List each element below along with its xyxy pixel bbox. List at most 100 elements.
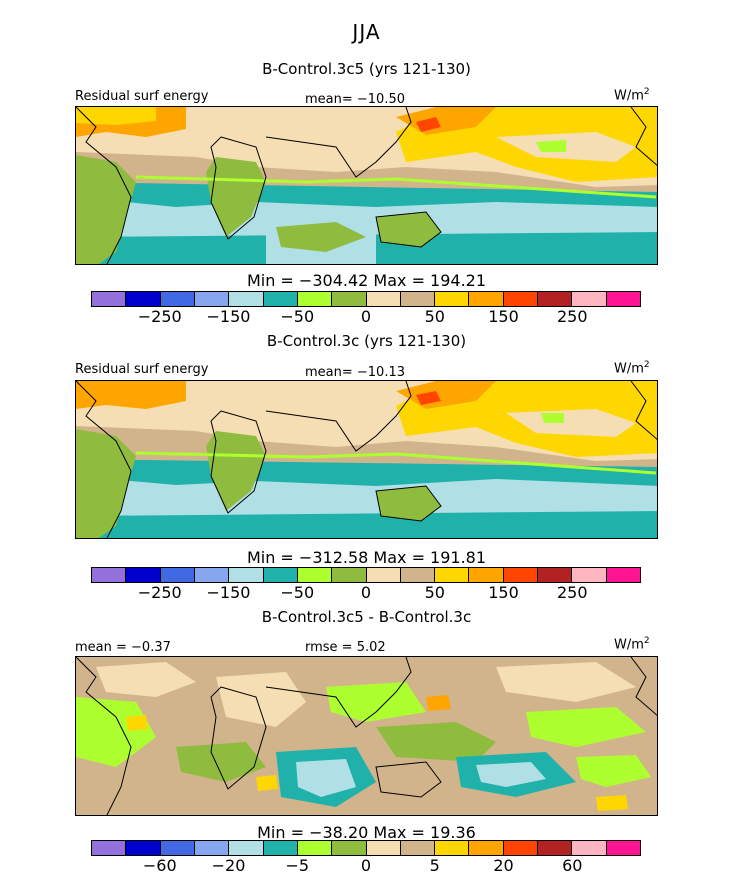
map-region — [176, 742, 266, 782]
map-region — [206, 431, 266, 511]
map-region — [326, 682, 426, 722]
panel-2-units: W/m2 — [614, 360, 650, 377]
coastline — [630, 657, 657, 716]
colorbar-box — [435, 292, 470, 306]
colorbar-tick-label: 0 — [360, 583, 372, 602]
colorbar-box — [92, 841, 127, 855]
panel-1-variable-label: Residual surf energy — [75, 89, 209, 104]
coastline — [375, 211, 442, 248]
colorbar-box — [92, 292, 127, 306]
colorbar-box — [435, 841, 470, 855]
colorbar-box — [606, 568, 640, 582]
colorbar-box — [297, 292, 333, 306]
colorbar-box — [538, 568, 573, 582]
panel-1-map-svg — [76, 107, 657, 264]
colorbar-tick-label: 60 — [562, 856, 583, 875]
map-region — [126, 715, 148, 731]
colorbar-box — [366, 841, 401, 855]
colorbar-tick-label: 50 — [424, 583, 445, 602]
colorbar-box — [297, 568, 333, 582]
colorbar-box — [92, 568, 127, 582]
colorbar-tick-label: −250 — [137, 307, 182, 326]
colorbar-tick-label: 150 — [488, 307, 519, 326]
map-region — [426, 695, 451, 711]
panel-1-colorbar — [91, 291, 641, 307]
map-region — [506, 409, 636, 437]
colorbar-box — [229, 841, 264, 855]
colorbar-box — [126, 292, 161, 306]
colorbar-box — [297, 841, 333, 855]
colorbar-tick-label: 0 — [360, 856, 372, 875]
map-region — [596, 795, 628, 811]
map-region — [76, 429, 136, 538]
map-region — [526, 707, 646, 747]
map-region — [416, 117, 441, 132]
colorbar-tick-label: −60 — [142, 856, 177, 875]
panel-3-mean-label: mean = −0.37 — [75, 640, 171, 655]
map-region — [206, 157, 266, 237]
colorbar-tick-label: −250 — [137, 583, 182, 602]
season-title: JJA — [352, 20, 381, 44]
panel-1-units: W/m2 — [614, 87, 650, 104]
colorbar-box — [469, 841, 504, 855]
colorbar-box — [400, 292, 436, 306]
colorbar-tick-label: 5 — [429, 856, 440, 875]
colorbar-box — [538, 292, 573, 306]
map-region — [76, 381, 186, 409]
panel-3-rmse-label: rmse = 5.02 — [305, 640, 386, 655]
panel-1-map — [75, 106, 658, 265]
colorbar-tick-label: 20 — [493, 856, 514, 875]
coastline — [375, 485, 442, 522]
colorbar-box — [229, 292, 264, 306]
colorbar-box — [332, 568, 367, 582]
panel-3-map — [75, 656, 658, 816]
colorbar-box — [606, 292, 640, 306]
colorbar-box — [194, 292, 230, 306]
map-region — [296, 759, 356, 797]
colorbar-box — [160, 841, 195, 855]
panel-2-map — [75, 380, 658, 539]
colorbar-tick-label: −50 — [280, 583, 315, 602]
coastline — [76, 107, 132, 264]
colorbar-box — [435, 568, 470, 582]
colorbar-box — [503, 841, 539, 855]
map-region — [496, 662, 636, 702]
coastline — [265, 657, 412, 728]
panel-2-minmax: Min = −312.58 Max = 191.81 — [246, 548, 487, 567]
panel-1-minmax: Min = −304.42 Max = 194.21 — [246, 271, 487, 290]
colorbar-tick-label: 250 — [556, 307, 588, 326]
map-region — [376, 486, 441, 521]
colorbar-tick-label: −5 — [285, 856, 310, 875]
panel-2-map-svg — [76, 381, 657, 538]
colorbar-box — [263, 841, 298, 855]
coastline — [76, 657, 132, 815]
colorbar-box — [503, 568, 539, 582]
colorbar-box — [572, 841, 607, 855]
colorbar-box — [160, 292, 195, 306]
colorbar-tick-label: 250 — [556, 583, 588, 602]
colorbar-box — [572, 292, 607, 306]
map-region — [276, 222, 366, 252]
colorbar-tick-label: −150 — [206, 307, 251, 326]
map-region — [376, 722, 496, 762]
colorbar-box — [503, 292, 539, 306]
map-region — [476, 762, 546, 787]
colorbar-box — [400, 568, 436, 582]
colorbar-box — [263, 568, 298, 582]
panel-2-colorbar — [91, 567, 641, 583]
panel-3-colorbar — [91, 840, 641, 856]
coastline — [375, 761, 442, 798]
colorbar-box — [469, 568, 504, 582]
panel-3-units: W/m2 — [614, 636, 650, 653]
colorbar-tick-label: −150 — [206, 583, 251, 602]
colorbar-box — [160, 568, 195, 582]
colorbar-tick-label: −50 — [280, 307, 315, 326]
colorbar-box — [263, 292, 298, 306]
map-region — [216, 672, 306, 727]
map-region — [536, 140, 566, 152]
map-region — [416, 391, 441, 405]
colorbar-box — [538, 841, 573, 855]
colorbar-box — [126, 568, 161, 582]
map-region — [76, 155, 136, 264]
map-region — [96, 662, 196, 697]
